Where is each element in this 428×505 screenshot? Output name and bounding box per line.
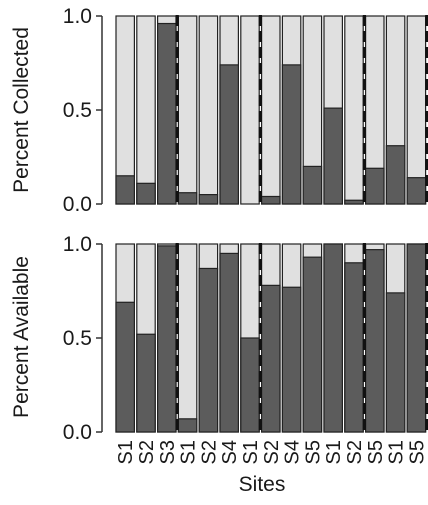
bar-remainder	[344, 15, 364, 205]
x-tick-label: S4	[282, 440, 304, 464]
x-tick-label: S2	[344, 440, 366, 464]
x-tick-label: S3	[157, 440, 179, 464]
bar-value	[136, 333, 156, 433]
y-tick-label: 0.0	[63, 193, 92, 216]
bar-value	[385, 292, 406, 433]
bar-value	[115, 301, 135, 433]
bar-remainder	[240, 15, 260, 205]
x-tick-label: S2	[198, 440, 220, 464]
bar-value	[406, 177, 427, 205]
bar-value	[136, 182, 156, 205]
x-tick-label: S5	[406, 440, 428, 464]
y-axis-label-collected: Percent Collected	[10, 27, 33, 193]
bar-value	[385, 145, 406, 205]
x-tick-label: S4	[219, 440, 241, 464]
bar-value	[281, 286, 302, 433]
x-tick-label: S5	[302, 440, 324, 464]
bar-value	[240, 337, 260, 433]
bar-value	[281, 64, 302, 205]
bar-value	[302, 256, 323, 433]
y-tick-label: 0.5	[63, 327, 92, 350]
bar-value	[219, 252, 239, 433]
x-tick-label: S1	[386, 440, 408, 464]
x-tick-label: S5	[365, 440, 387, 464]
bar-value	[344, 262, 364, 433]
bar-value	[157, 245, 177, 433]
bar-remainder	[198, 15, 219, 205]
bar-value	[365, 249, 385, 433]
panel-percent-available: Percent Available 0.00.51.0S1S2S3S1S2S4S…	[10, 233, 428, 464]
bar-remainder	[136, 15, 156, 205]
x-tick-label: S1	[115, 440, 137, 464]
x-axis-label: Sites	[239, 473, 286, 496]
bar-value	[323, 243, 343, 433]
bar-value	[406, 243, 427, 433]
bar-value	[261, 195, 281, 205]
bar-value	[219, 64, 239, 205]
bar-remainder	[406, 15, 427, 205]
x-tick-label: S2	[136, 440, 158, 464]
y-tick-label: 0.0	[63, 421, 92, 444]
bar-value	[177, 192, 198, 205]
bar-value	[115, 175, 135, 205]
y-tick-label: 1.0	[63, 233, 92, 256]
bar-value	[365, 167, 385, 205]
bar-value	[344, 199, 364, 205]
bar-remainder	[177, 15, 198, 205]
bar-remainder	[177, 243, 198, 433]
bar-value	[198, 267, 219, 433]
bar-value	[261, 284, 281, 433]
bar-value	[198, 194, 219, 205]
bar-value	[302, 165, 323, 205]
y-tick-label: 0.5	[63, 99, 92, 122]
x-tick-label: S1	[323, 440, 345, 464]
panel-percent-collected: Percent Collected 0.0 0.5 1.0	[10, 5, 428, 216]
y-axis-label-available: Percent Available	[10, 256, 33, 418]
y-tick-label: 1.0	[63, 5, 92, 28]
bar-value	[157, 22, 177, 205]
x-tick-label: S1	[178, 440, 200, 464]
x-tick-label: S1	[240, 440, 262, 464]
bar-value	[177, 418, 198, 433]
x-tick-label: S2	[261, 440, 283, 464]
bar-remainder	[261, 15, 281, 205]
bar-value	[323, 107, 343, 205]
